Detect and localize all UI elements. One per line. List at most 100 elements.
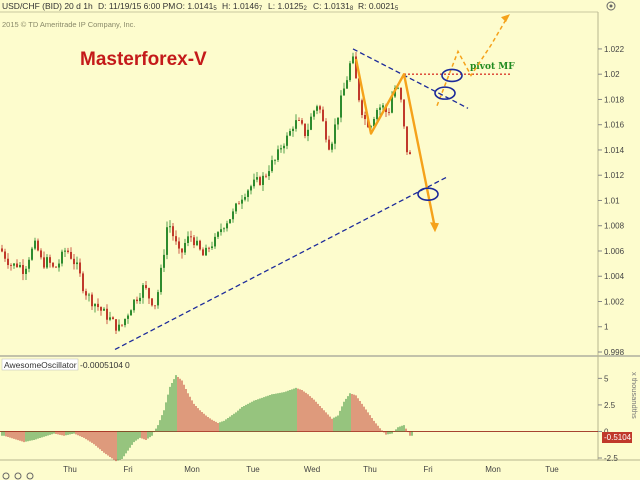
oscillator-badge-text: -0.5104 bbox=[604, 433, 632, 442]
candle-body bbox=[325, 121, 327, 140]
price-tick-label: 1.016 bbox=[604, 121, 625, 130]
candle-body bbox=[289, 131, 291, 136]
candle-body bbox=[343, 88, 345, 96]
time-tick-label: Thu bbox=[63, 465, 77, 474]
candle-body bbox=[175, 236, 177, 242]
candle-body bbox=[139, 297, 141, 302]
candle-body bbox=[19, 265, 21, 268]
candle-body bbox=[97, 303, 99, 308]
oscillator-bars bbox=[0, 375, 598, 462]
candle-body bbox=[70, 251, 72, 259]
candle-body bbox=[58, 263, 60, 268]
candle-body bbox=[40, 250, 42, 258]
price-axis[interactable]: 1.022 1.02 1.018 1.016 1.014 1.012 1.01 1.008 1.… bbox=[598, 45, 625, 357]
highlight-circle bbox=[434, 86, 456, 100]
time-tick-label: Tue bbox=[545, 465, 559, 474]
candle-body bbox=[403, 99, 405, 127]
candle-body bbox=[184, 242, 186, 253]
candle-body bbox=[94, 303, 96, 307]
candle-body bbox=[10, 265, 12, 266]
candle-body bbox=[355, 56, 357, 79]
candle-body bbox=[64, 250, 66, 252]
price-tick-label: 1.02 bbox=[604, 70, 620, 79]
pan-icon[interactable] bbox=[14, 472, 22, 480]
header-symbol[interactable]: USD/CHF (BID) 20 d 1h bbox=[2, 1, 93, 11]
candle-body bbox=[82, 273, 84, 292]
candle-body bbox=[253, 179, 255, 187]
candle-body bbox=[169, 226, 171, 228]
candle-body bbox=[46, 257, 48, 268]
candle-body bbox=[280, 148, 282, 150]
candle-body bbox=[298, 120, 300, 121]
drawing-icon[interactable] bbox=[26, 472, 34, 480]
support-trendline bbox=[114, 175, 449, 351]
price-tick-label: 1.014 bbox=[604, 146, 625, 155]
header-low: L: 1.01252 bbox=[268, 1, 307, 12]
candle-body bbox=[268, 171, 270, 177]
candle-body bbox=[340, 95, 342, 118]
candle-body bbox=[118, 324, 120, 331]
highlight-circle bbox=[417, 187, 439, 201]
candle-body bbox=[154, 305, 156, 307]
candle-body bbox=[271, 160, 273, 172]
candle-body bbox=[178, 241, 180, 249]
candle-body bbox=[352, 56, 354, 64]
candle-body bbox=[142, 285, 144, 298]
candle-body bbox=[310, 116, 312, 130]
candle-body bbox=[286, 135, 288, 146]
forecast-down-arrowhead bbox=[430, 222, 439, 233]
candle-body bbox=[283, 145, 285, 149]
candle-body bbox=[187, 236, 189, 243]
copyright-text: 2015 © TD Ameritrade IP Company, Inc. bbox=[2, 20, 136, 29]
candle-body bbox=[373, 119, 375, 127]
candle-body bbox=[34, 240, 36, 249]
candle-body bbox=[328, 139, 330, 150]
price-tick-label: 1.006 bbox=[604, 247, 625, 256]
candle-body bbox=[292, 128, 294, 132]
time-tick-label: Tue bbox=[246, 465, 260, 474]
oscillator-label-box[interactable] bbox=[1, 358, 79, 371]
candle-body bbox=[193, 237, 195, 246]
highlight-circle bbox=[441, 68, 463, 83]
price-tick-label: 1.022 bbox=[604, 45, 625, 54]
price-tick-label: 1.01 bbox=[604, 196, 620, 205]
header-open: O: 1.01415 bbox=[176, 1, 217, 12]
candle-body bbox=[250, 186, 252, 191]
candle-body bbox=[196, 240, 198, 246]
oscillator-axis[interactable]: 5 2.5 0 -2.5 bbox=[598, 374, 618, 463]
forecast-up-arrowhead bbox=[501, 14, 510, 23]
candle-body bbox=[304, 123, 306, 137]
forecast-down-path bbox=[354, 58, 437, 229]
time-axis[interactable]: Thu Fri Mon Tue Wed Thu Fri Mon Tue bbox=[63, 465, 559, 474]
candle-body bbox=[136, 299, 138, 302]
candle-body bbox=[376, 109, 378, 120]
candle-body bbox=[214, 236, 216, 247]
candle-body bbox=[202, 249, 204, 256]
candle-body bbox=[37, 240, 39, 251]
header-close: C: 1.01318 bbox=[313, 1, 354, 12]
header-range: R: 0.00215 bbox=[358, 1, 399, 12]
candle-body bbox=[4, 251, 6, 259]
candle-body bbox=[133, 299, 135, 311]
osc-tick-label: 2.5 bbox=[604, 401, 616, 410]
candle-body bbox=[409, 152, 411, 155]
candle-body bbox=[334, 124, 336, 144]
zoom-icon[interactable] bbox=[2, 472, 10, 480]
candle-body bbox=[265, 175, 267, 177]
candle-body bbox=[349, 63, 351, 81]
settings-icon[interactable] bbox=[606, 1, 616, 11]
pivot-label: pivot MF bbox=[470, 62, 515, 72]
candle-body bbox=[370, 126, 372, 128]
candle-body bbox=[130, 310, 132, 316]
candle-body bbox=[235, 203, 237, 212]
candle-body bbox=[25, 268, 27, 274]
candle-body bbox=[313, 110, 315, 117]
candle-body bbox=[31, 248, 33, 260]
oscillator-name[interactable]: AwesomeOscillator bbox=[4, 360, 77, 370]
candle-body bbox=[274, 159, 276, 161]
candle-body bbox=[226, 223, 228, 229]
candle-body bbox=[217, 232, 219, 237]
candle-body bbox=[400, 87, 402, 100]
candle-body bbox=[379, 107, 381, 110]
candle-body bbox=[229, 219, 231, 224]
